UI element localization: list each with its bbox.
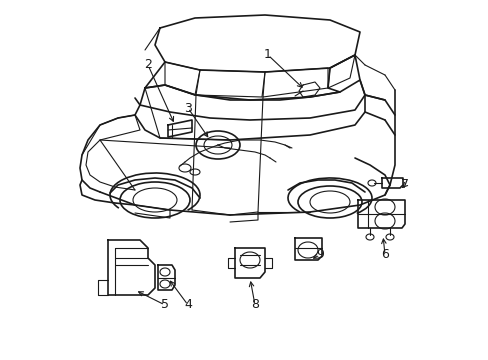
Text: 4: 4: [183, 298, 192, 311]
Text: 9: 9: [315, 248, 323, 261]
Text: 1: 1: [264, 49, 271, 62]
Text: 5: 5: [161, 298, 169, 311]
Text: 3: 3: [183, 102, 192, 114]
Text: 6: 6: [380, 248, 388, 261]
Text: 7: 7: [400, 179, 408, 192]
Text: 2: 2: [144, 58, 152, 72]
Text: 8: 8: [250, 298, 259, 311]
